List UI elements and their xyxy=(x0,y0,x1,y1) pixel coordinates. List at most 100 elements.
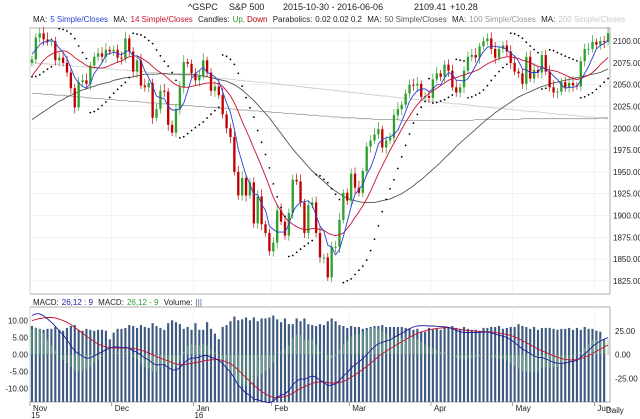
macd-axis-tick-label: -10.00 xyxy=(5,384,28,393)
chart-header: ^GSPC S&P 500 2015-10-30 - 2016-06-06 21… xyxy=(0,2,640,14)
candle-up xyxy=(497,48,501,58)
parabolic-dot xyxy=(486,84,489,87)
ma50-line xyxy=(31,68,609,203)
volume-bar xyxy=(571,329,575,402)
price-axis-tick-label: 1825.00 xyxy=(613,277,640,286)
candle-down xyxy=(54,41,57,61)
parabolic-dot xyxy=(451,94,454,96)
parabolic-dot xyxy=(459,59,462,62)
candle-down xyxy=(548,71,551,88)
volume-bar xyxy=(318,324,322,402)
parabolic-dot xyxy=(311,239,314,242)
parabolic-dot xyxy=(287,255,290,258)
macd-line xyxy=(31,313,609,404)
price-axis-tick-label: 1900.00 xyxy=(613,212,640,221)
candle-up xyxy=(408,84,411,94)
volume-bar xyxy=(431,328,434,402)
parabolic-dot xyxy=(338,198,341,201)
volume-bar xyxy=(311,325,314,402)
volume-bar xyxy=(591,328,594,402)
volume-bar xyxy=(287,324,290,402)
parabolic-dot xyxy=(66,30,68,32)
parabolic-dot xyxy=(435,101,438,104)
parabolic-dot xyxy=(31,75,33,78)
candle-up xyxy=(540,55,544,73)
parabolic-dot xyxy=(373,238,376,241)
ma100-legend: 100 Simple/Closes xyxy=(469,15,536,24)
volume-bar xyxy=(330,318,333,402)
parabolic-dot xyxy=(241,85,244,88)
candle-up xyxy=(89,65,92,84)
volume-bar xyxy=(346,327,349,402)
macd-b-label: MACD: xyxy=(98,298,124,307)
parabolic-dot xyxy=(587,93,590,96)
candle-down xyxy=(544,55,547,72)
candles-down-legend: Down xyxy=(247,15,268,24)
month-label: Dec xyxy=(115,404,129,413)
price-axis-tick-label: 2075.00 xyxy=(613,59,640,68)
candle-down xyxy=(264,224,267,233)
candle-up xyxy=(462,70,466,88)
volume-axis-tick-label: -25.00 xyxy=(615,374,638,383)
candle-up xyxy=(174,109,178,133)
macd-a-params: 26,12 : 9 xyxy=(61,298,93,307)
candle-down xyxy=(552,87,555,93)
parabolic-dot xyxy=(505,63,508,66)
month-label: Apr xyxy=(434,404,447,413)
candle-up xyxy=(466,56,470,71)
volume-axis-tick-label: 25.00 xyxy=(615,327,636,336)
parabolic-dot xyxy=(424,100,427,103)
candle-down xyxy=(221,95,224,115)
ma5-legend: 5 Simple/Closes xyxy=(50,15,109,24)
candle-down xyxy=(244,178,248,196)
parabolic-dot xyxy=(560,53,563,56)
candle-up xyxy=(606,33,610,42)
volume-bar xyxy=(42,329,45,402)
volume-bar xyxy=(326,321,329,402)
candle-up xyxy=(342,192,345,220)
parabolic-dot xyxy=(393,178,395,181)
candle-down xyxy=(447,64,450,71)
volume-bar xyxy=(595,330,598,402)
volume-bar xyxy=(221,326,224,402)
ma14-line xyxy=(31,50,609,237)
candle-down xyxy=(205,60,209,73)
parabolic-params: 0.02 0.02 0.2 xyxy=(315,15,363,24)
candle-up xyxy=(583,48,586,62)
candle-up xyxy=(159,90,162,110)
candle-up xyxy=(112,49,115,52)
parabolic-dot xyxy=(198,123,201,126)
volume-bar xyxy=(209,328,213,402)
candle-down xyxy=(318,232,322,258)
candle-down xyxy=(108,49,111,52)
parabolic-dot xyxy=(334,193,337,196)
volume-bar xyxy=(283,318,287,402)
candle-up xyxy=(458,87,462,93)
candle-up xyxy=(272,242,275,252)
ma200-legend: 200 Simple/Closes xyxy=(558,15,626,24)
parabolic-dot xyxy=(470,95,473,98)
volume-bar xyxy=(482,327,485,402)
parabolic-dot xyxy=(206,117,209,119)
volume-bar xyxy=(182,328,185,402)
parabolic-dot xyxy=(365,259,368,262)
parabolic-dot xyxy=(252,116,255,119)
volume-bar xyxy=(369,326,372,402)
candle-up xyxy=(470,55,473,57)
parabolic-dot xyxy=(272,182,275,185)
price-axis-tick-label: 2100.00 xyxy=(613,37,640,46)
volume-bar xyxy=(361,328,364,402)
macd-axis-tick-label: 10.00 xyxy=(8,317,29,326)
volume-bar xyxy=(135,327,139,402)
candle-up xyxy=(307,205,310,233)
parabolic-dot xyxy=(595,88,598,91)
parabolic-dot xyxy=(381,210,384,213)
candle-down xyxy=(564,82,567,88)
candle-up xyxy=(556,91,559,93)
volume-bar xyxy=(385,326,388,402)
volume-bar xyxy=(603,339,606,402)
parabolic-dot xyxy=(521,37,524,40)
parabolic-dot xyxy=(151,42,154,45)
parabolic-dot xyxy=(194,126,197,129)
parabolic-dot xyxy=(303,245,306,248)
